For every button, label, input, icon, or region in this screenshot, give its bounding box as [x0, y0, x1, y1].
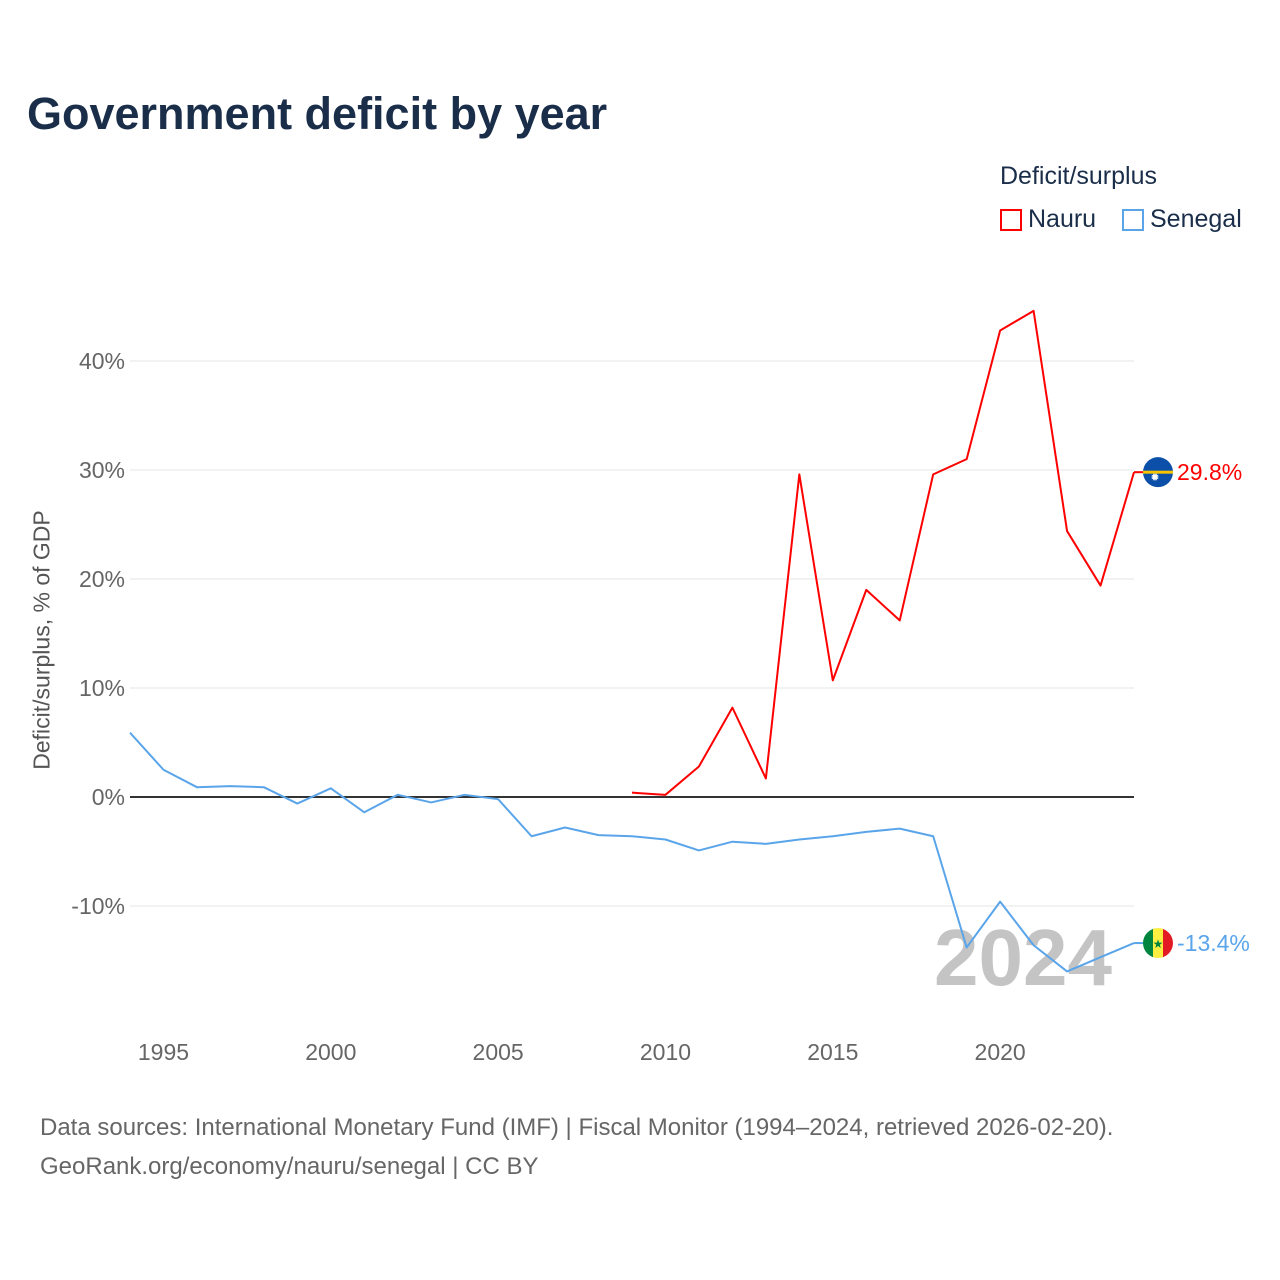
x-tick-label: 1995 [138, 1039, 189, 1065]
legend-label: Senegal [1150, 205, 1242, 233]
flag-star-icon: ★ [1153, 937, 1164, 951]
x-tick-label: 2000 [305, 1039, 356, 1065]
end-label: 29.8% [1177, 459, 1242, 485]
source-text: Data sources: International Monetary Fun… [40, 1114, 1114, 1141]
series-line-nauru [631, 309, 1135, 796]
legend-item-senegal[interactable]: Senegal [1122, 205, 1242, 234]
x-tick-label: 2010 [640, 1039, 691, 1065]
legend-label: Nauru [1028, 205, 1097, 233]
chart-title: Government deficit by year [27, 88, 608, 139]
y-tick-label: 30% [79, 457, 125, 483]
flag-stripe [1143, 470, 1173, 474]
x-tick-label: 2020 [975, 1039, 1026, 1065]
x-tick-label: 2005 [473, 1039, 524, 1065]
legend-title: Deficit/surplus [1000, 162, 1157, 190]
y-tick-label: 40% [79, 348, 125, 374]
x-tick-label: 2015 [807, 1039, 858, 1065]
legend-swatch [1000, 208, 1022, 231]
senegal-flag-icon [1163, 928, 1173, 959]
source-link[interactable]: GeoRank.org/economy/nauru/senegal | CC B… [40, 1153, 539, 1180]
year-watermark: 2024 [934, 913, 1112, 1002]
flag-star-icon: ✹ [1150, 472, 1159, 484]
source-note: Data sources: International Monetary Fun… [40, 1108, 1113, 1186]
senegal-flag-icon [1143, 928, 1153, 959]
end-label: -13.4% [1177, 930, 1250, 956]
legend-item-nauru[interactable]: Nauru [1000, 205, 1096, 234]
y-tick-label: -10% [71, 893, 125, 919]
series-line-senegal [129, 732, 1135, 973]
y-tick-label: 10% [79, 675, 125, 701]
legend-swatch [1122, 208, 1144, 231]
y-tick-label: 0% [92, 784, 125, 810]
y-tick-label: 20% [79, 566, 125, 592]
senegal-flag-icon [1153, 928, 1163, 959]
